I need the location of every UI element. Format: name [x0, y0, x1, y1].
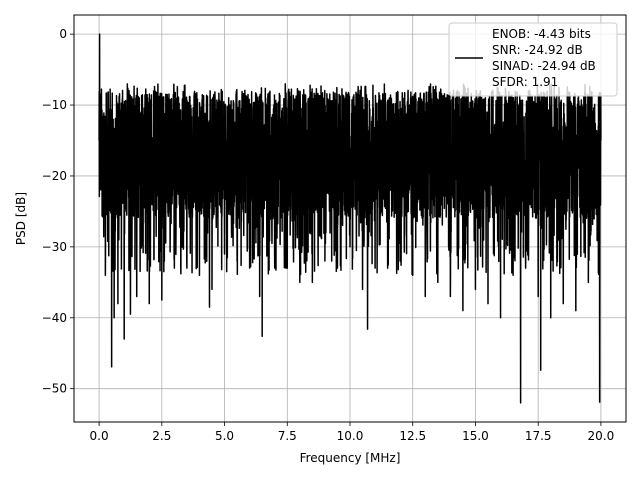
x-axis-label: Frequency [MHz]	[300, 451, 401, 465]
y-tick-label: −20	[42, 169, 67, 183]
data-layer	[98, 33, 602, 404]
y-tick-label: −50	[42, 382, 67, 396]
axis-ticks: 0.0 2.5 5.0 7.5 10.0 12.5 15.0 17.5 20.0 0 −10 −20 −…	[42, 27, 615, 443]
x-tick-label: 7.5	[278, 429, 297, 443]
legend: ENOB: -4.43 bits SNR: -24.92 dB SINAD: -…	[448, 22, 618, 97]
y-tick-label: 0	[59, 27, 67, 41]
psd-series-line	[98, 33, 602, 404]
x-tick-label: 12.5	[399, 429, 426, 443]
legend-sinad: SINAD: -24.94 dB	[492, 59, 596, 73]
x-tick-label: 15.0	[462, 429, 489, 443]
x-tick-label: 0.0	[90, 429, 109, 443]
legend-sfdr: SFDR: 1.91	[492, 75, 558, 89]
legend-enob: ENOB: -4.43 bits	[492, 27, 591, 41]
legend-box	[448, 22, 618, 97]
x-tick-label: 2.5	[152, 429, 171, 443]
y-axis-label: PSD [dB]	[14, 192, 28, 245]
y-tick-label: −40	[42, 311, 67, 325]
legend-snr: SNR: -24.92 dB	[492, 43, 583, 57]
x-tick-label: 20.0	[588, 429, 615, 443]
x-tick-label: 10.0	[337, 429, 364, 443]
y-tick-label: −30	[42, 240, 67, 254]
x-tick-label: 17.5	[525, 429, 552, 443]
y-tick-label: −10	[42, 98, 67, 112]
x-tick-label: 5.0	[215, 429, 234, 443]
